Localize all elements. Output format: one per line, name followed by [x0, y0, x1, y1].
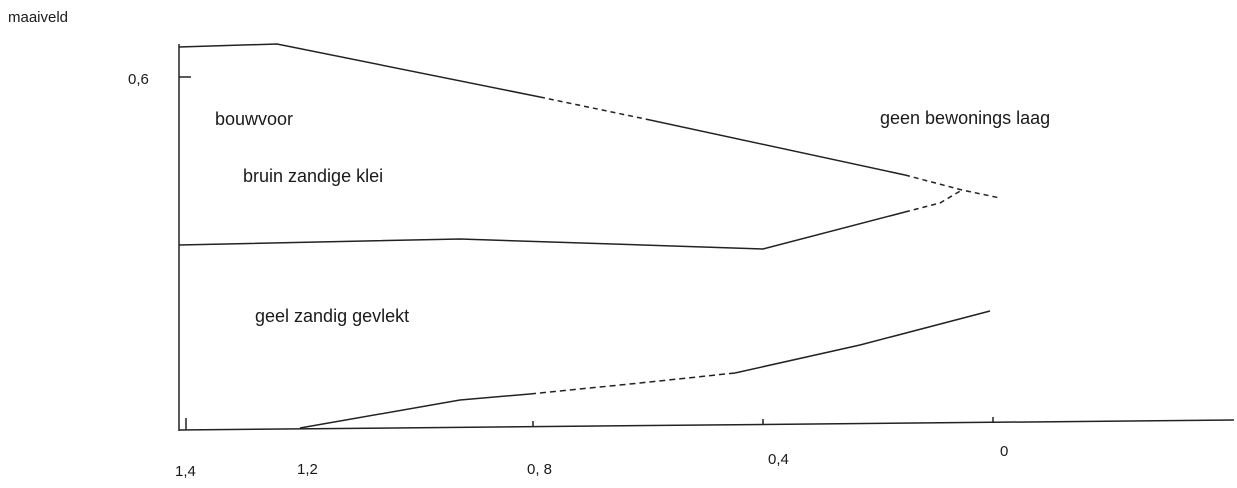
label-depth: 0,6: [128, 71, 149, 88]
bottom-boundary-upper: [735, 311, 990, 373]
bottom-boundary-dashed: [530, 373, 735, 394]
layer-boundary-dashed: [905, 190, 962, 212]
surface-line-lower: [650, 120, 905, 175]
x-tick-label: 1,2: [297, 461, 318, 478]
label-geel-zandig-gevlekt: geel zandig gevlekt: [255, 306, 409, 326]
x-tick-label: 0,4: [768, 451, 789, 468]
layer-boundary-line: [179, 212, 905, 249]
label-bruin-zandige-klei: bruin zandige klei: [243, 166, 383, 186]
x-tick-label: 0, 8: [527, 461, 552, 478]
label-maaiveld: maaiveld: [8, 9, 68, 26]
surface-line-dashed: [540, 97, 650, 120]
surface-line-solid: [179, 44, 540, 97]
label-geen-bewonings-laag: geen bewonings laag: [880, 108, 1050, 128]
bottom-boundary-line: [300, 394, 530, 428]
x-tick-label: 0: [1000, 443, 1008, 460]
surface-line-end-dashed: [905, 175, 1000, 198]
label-bouwvoor: bouwvoor: [215, 109, 293, 129]
x-tick-label: 1,4: [175, 463, 196, 480]
